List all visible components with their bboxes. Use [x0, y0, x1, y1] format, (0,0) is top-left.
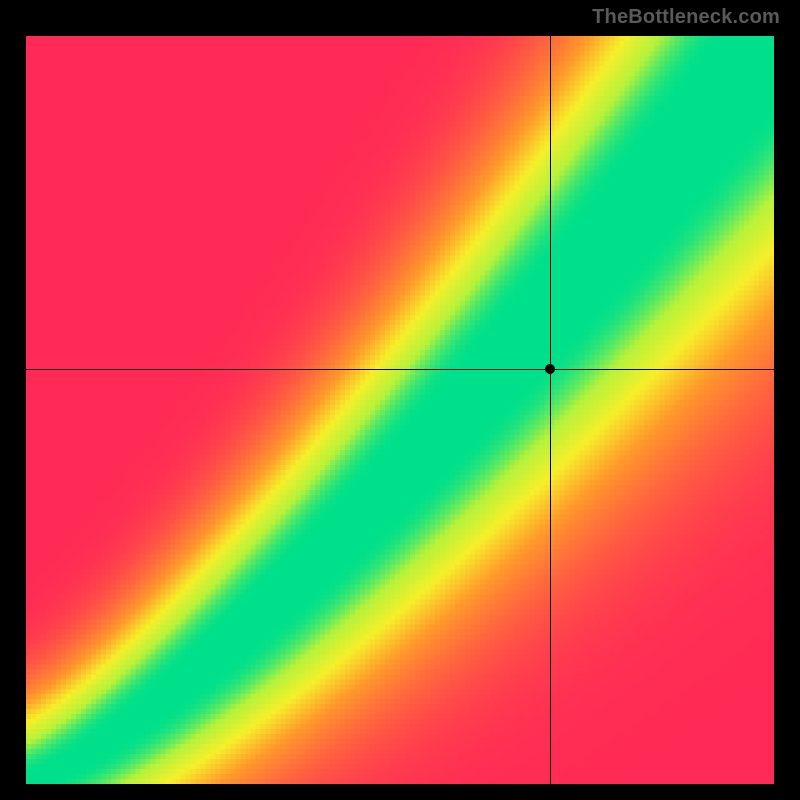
crosshair-marker: [545, 364, 555, 374]
plot-area: [26, 36, 774, 784]
crosshair-horizontal: [26, 369, 774, 370]
watermark-text: TheBottleneck.com: [592, 6, 780, 29]
heatmap-canvas: [26, 36, 774, 784]
crosshair-vertical: [550, 36, 551, 784]
